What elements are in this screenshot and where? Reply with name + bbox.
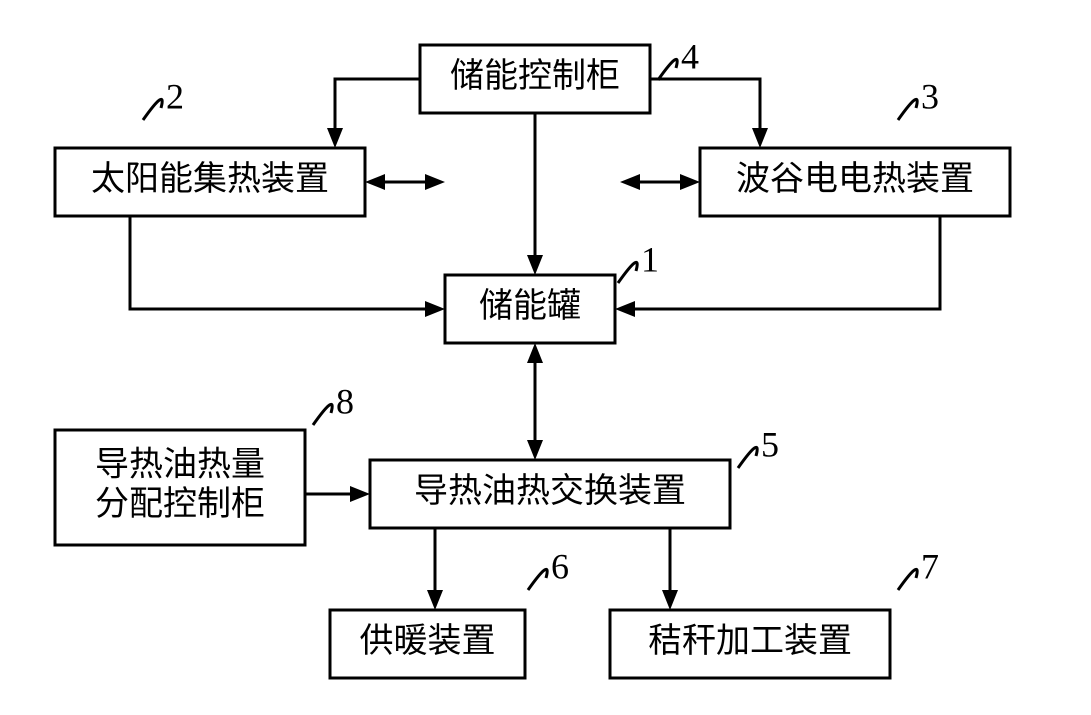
node-n1: 储能罐 1 [445, 239, 659, 343]
node-n3: 波谷电电热装置 3 [700, 76, 1010, 216]
callout-number: 5 [761, 424, 779, 464]
node-n6: 供暖装置 6 [330, 546, 569, 678]
callout-number: 7 [921, 546, 939, 586]
arrow-head [662, 590, 678, 610]
node-label: 储能控制柜 [450, 57, 620, 95]
arrow-head [365, 174, 385, 190]
arrow-head [425, 301, 445, 317]
edge-1 [650, 79, 760, 128]
node-label: 储能罐 [479, 287, 581, 325]
edge-6 [635, 216, 940, 309]
callout-leader [738, 447, 757, 468]
callout-leader [313, 404, 332, 425]
node-label: 波谷电电热装置 [736, 160, 974, 198]
node-n4: 储能控制柜 4 [420, 36, 699, 113]
node-label: 秸秆加工装置 [648, 622, 852, 660]
arrow-head [527, 440, 543, 460]
node-n2: 太阳能集热装置 2 [55, 76, 365, 216]
callout-leader [898, 99, 917, 120]
edge-0 [335, 79, 420, 128]
callout-number: 6 [551, 546, 569, 586]
arrow-head [327, 128, 343, 148]
arrow-head [615, 301, 635, 317]
node-label: 供暖装置 [360, 622, 496, 660]
node-n8: 导热油热量分配控制柜 8 [55, 381, 354, 545]
node-n5: 导热油热交换装置 5 [370, 424, 779, 528]
arrow-head [680, 174, 700, 190]
callout-leader [528, 569, 547, 590]
arrow-head [350, 486, 370, 502]
arrow-head [527, 255, 543, 275]
callout-number: 2 [166, 76, 184, 116]
node-label: 导热油热交换装置 [414, 472, 686, 510]
arrow-head [527, 343, 543, 363]
node-label: 分配控制柜 [95, 485, 265, 523]
arrow-head [752, 128, 768, 148]
callout-leader [143, 99, 162, 120]
callout-leader [618, 262, 637, 283]
callout-leader [898, 569, 917, 590]
arrow-head [427, 590, 443, 610]
callout-leader [658, 59, 677, 80]
edge-5 [130, 216, 425, 309]
callout-number: 4 [681, 36, 699, 76]
node-label: 导热油热量 [95, 446, 265, 484]
callout-number: 3 [921, 76, 939, 116]
arrow-head [425, 174, 445, 190]
callout-number: 8 [336, 381, 354, 421]
callout-number: 1 [641, 239, 659, 279]
node-label: 太阳能集热装置 [91, 160, 329, 198]
arrow-head [620, 174, 640, 190]
node-n7: 秸秆加工装置 7 [610, 546, 939, 678]
